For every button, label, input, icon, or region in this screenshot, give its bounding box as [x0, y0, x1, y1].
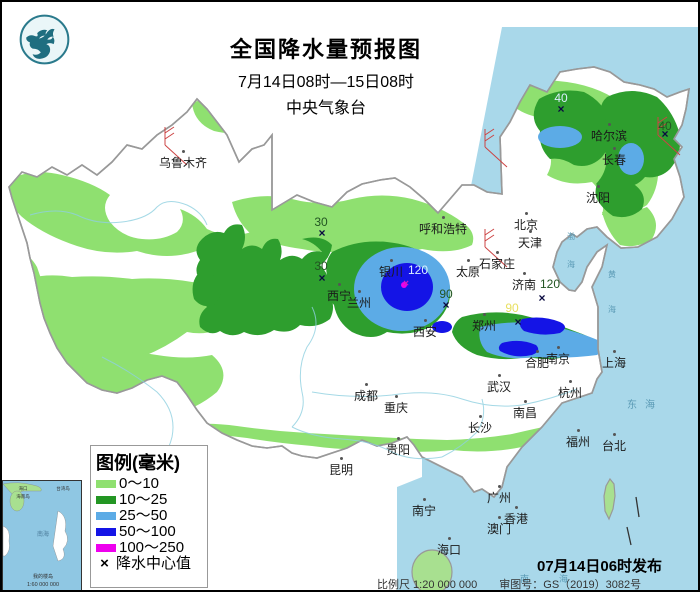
svg-text:海南岛: 海南岛 [16, 493, 30, 500]
svg-text:我的楼岛: 我的楼岛 [33, 573, 53, 580]
svg-text:黄: 黄 [608, 269, 616, 279]
svg-text:东海: 东海 [627, 398, 663, 411]
svg-text:台湾岛: 台湾岛 [56, 485, 70, 492]
svg-text:海口: 海口 [19, 485, 28, 492]
svg-text:海: 海 [608, 304, 616, 314]
svg-text:南海: 南海 [37, 530, 49, 538]
svg-text:渤: 渤 [567, 231, 575, 241]
svg-text:1:60 000 000: 1:60 000 000 [27, 582, 59, 588]
svg-text:海: 海 [567, 259, 575, 269]
